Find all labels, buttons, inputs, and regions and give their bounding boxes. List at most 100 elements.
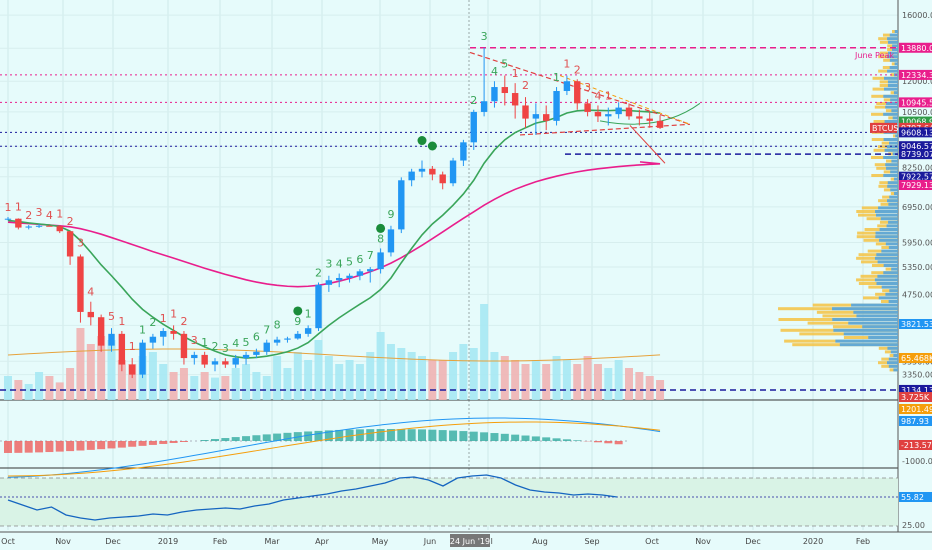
pattern-inner: [559, 75, 691, 125]
macd-tag-0: 1201.49: [901, 405, 932, 414]
macd-hist-46: [480, 432, 489, 441]
vp-bar-blue-37: [885, 163, 898, 167]
macd-hist-12: [128, 441, 137, 447]
candle-23: [242, 354, 250, 359]
vp-bar-blue-81: [848, 321, 898, 325]
vp-bar-blue-58: [879, 238, 898, 242]
price-axis: 16000.0013850.0012000.0010500.009046.578…: [870, 11, 932, 530]
time-label-5: Mar: [264, 537, 280, 546]
td-label-40: 1: [512, 67, 519, 80]
vp-bar-blue-14: [887, 80, 898, 84]
macd-hist-55: [573, 440, 582, 441]
candle-63: [656, 120, 664, 128]
volume-bar-21: [221, 376, 230, 400]
price-tag-7: 9046.57: [901, 142, 932, 151]
vp-bar-blue-21: [885, 105, 898, 109]
volume-bar-39: [407, 352, 416, 400]
candle-1: [15, 218, 22, 228]
vp-bar-blue-38: [886, 166, 898, 170]
macd-tag-2: -213.57: [901, 441, 932, 450]
volume-bar-27: [283, 368, 292, 400]
vp-bar-blue-79: [856, 314, 898, 318]
td-label-27: 1: [305, 307, 312, 320]
price-tick-5: 8250.00: [902, 163, 932, 172]
macd-hist-54: [562, 439, 571, 441]
td-label-2: 2: [25, 209, 32, 222]
rsi-line: [7, 474, 618, 521]
td-label-6: 2: [67, 215, 74, 228]
volume-bar-53: [552, 356, 561, 400]
td-label-10: 1: [118, 315, 125, 328]
macd-hist-8: [86, 441, 95, 450]
macd-hist-11: [117, 441, 126, 448]
volume-bar-48: [500, 356, 509, 400]
macd-hist-59: [614, 441, 623, 445]
candle-26: [273, 339, 281, 343]
td-label-36: 2: [470, 94, 477, 107]
vp-bar-blue-45: [894, 192, 898, 195]
volume-bar-51: [531, 360, 540, 400]
price-tick-3: 10500.00: [902, 108, 932, 117]
macd-hist-19: [200, 440, 209, 441]
volume-bar-31: [324, 356, 333, 400]
macd-hist-43: [449, 430, 458, 441]
vp-bar-blue-1: [889, 33, 898, 37]
macd-signal: [7, 421, 661, 477]
macd-hist-0: [4, 441, 12, 453]
volume-bar-12: [128, 364, 137, 400]
vp-bar-blue-16: [884, 87, 898, 91]
vp-bar-blue-80: [832, 318, 898, 321]
vp-bar-blue-71: [881, 285, 898, 289]
macd-hist-37: [386, 429, 395, 441]
td-label-29: 3: [325, 258, 332, 271]
volume-bar-36: [376, 332, 385, 400]
candles[interactable]: [4, 47, 664, 379]
candle-41: [429, 168, 436, 175]
td-label-17: 3: [191, 334, 198, 347]
macd-hist-6: [66, 441, 75, 452]
volume-bar-9: [97, 336, 106, 400]
macd-hist-13: [138, 441, 147, 446]
volume-bar-55: [573, 364, 582, 400]
candle-7: [77, 256, 84, 312]
macd-hist-50: [521, 435, 530, 441]
macd-hist-57: [593, 441, 602, 443]
volume-bar-50: [521, 364, 530, 400]
candle-8: [87, 311, 94, 318]
macd-hist-1: [14, 441, 23, 453]
volume-bar-24: [252, 372, 261, 400]
macd-hist-41: [428, 429, 437, 441]
td-label-34: 8: [377, 232, 384, 245]
vp-bar-blue-13: [884, 76, 898, 80]
time-axis: OctNovDec2019FebMarAprMayJunJulAugSepOct…: [0, 531, 932, 550]
volume-bar-15: [159, 364, 168, 400]
td-label-24: 7: [263, 324, 270, 337]
volume-bar-30: [314, 340, 323, 400]
td-label-32: 6: [356, 253, 363, 266]
volume-bar-44: [459, 344, 468, 400]
vp-bar-blue-31: [889, 141, 898, 145]
vp-bar-blue-93: [888, 364, 898, 368]
vol-tag-bg-1: [899, 392, 932, 402]
tag-symbol: BTCUSD: [872, 124, 905, 133]
macd-hist-5: [55, 441, 64, 452]
price-tag-12: 3134.13: [901, 386, 932, 395]
time-label-1: Nov: [55, 537, 71, 546]
vp-bar-blue-25: [884, 120, 898, 123]
tag-bg-11: [899, 319, 932, 329]
td-label-38: 4: [491, 65, 498, 78]
vp-bar-blue-18: [883, 94, 898, 98]
vp-bar-blue-43: [887, 184, 898, 188]
vp-bar-blue-9: [894, 62, 898, 66]
rsi-tag-0: 55.82: [901, 493, 924, 502]
vp-bar-blue-49: [878, 206, 898, 210]
macd-hist-7: [76, 441, 85, 451]
macd-hist-24: [252, 435, 261, 441]
rsi-panel: [0, 474, 898, 527]
candle-60: [625, 107, 633, 117]
macd-hist-2: [24, 441, 33, 453]
candle-18: [191, 354, 198, 359]
candle-55: [574, 81, 581, 104]
macd-hist-16: [169, 441, 178, 443]
